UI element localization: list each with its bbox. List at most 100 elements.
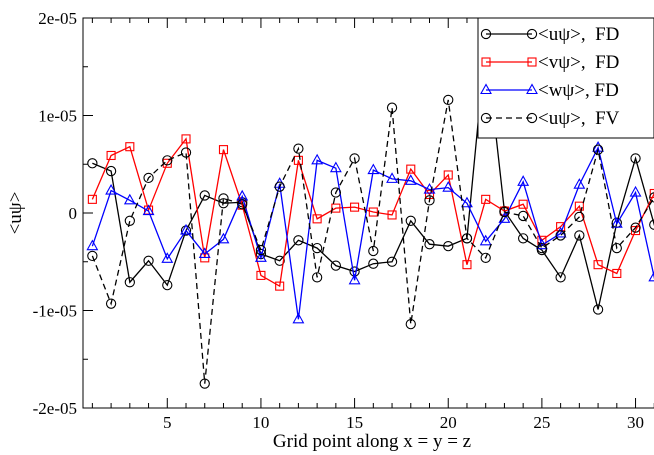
data-point [630,222,641,233]
data-point [386,172,398,183]
data-point [387,210,397,220]
data-point [406,164,416,174]
data-point [161,252,174,263]
data-point [348,273,361,285]
data-point [518,233,529,244]
data-point [199,190,210,201]
data-point [125,142,135,152]
data-point [105,183,118,195]
data-point [330,187,342,198]
data-point [518,210,529,222]
legend-label: <uψ>, FV [538,108,620,129]
data-point [574,230,585,241]
data-point [311,272,323,283]
data-point [218,193,229,204]
data-point [293,143,304,154]
data-point [368,207,378,217]
x-tick-label: 15 [346,413,363,432]
data-point [368,245,379,257]
data-point [424,239,435,250]
data-point [255,244,267,256]
data-point [293,155,303,165]
legend-marker [480,83,492,95]
data-point [593,260,603,270]
data-point [405,215,416,226]
data-point [461,196,473,208]
data-point [329,161,342,173]
x-tick-label: 25 [533,413,550,432]
data-point [199,378,210,389]
data-point [367,163,380,175]
data-point [442,181,455,192]
data-point [349,266,360,277]
data-point [555,230,566,241]
x-axis-title: Grid point along x = y = z [273,431,471,452]
data-point [86,239,99,251]
data-point [274,255,285,266]
data-point [180,147,192,158]
data-point [517,175,530,186]
legend-marker [481,57,491,67]
legend-marker [526,112,538,124]
y-tick-label: -1e-05 [33,302,77,321]
data-point [293,235,304,246]
legend-marker [480,28,492,40]
data-point [574,211,585,223]
data-point [649,219,654,230]
data-point [536,242,548,254]
data-point [610,217,623,228]
legend-marker [526,83,538,95]
data-point [124,215,135,226]
data-point [462,260,472,270]
data-point [312,214,322,224]
data-point [404,174,417,185]
data-point [123,193,136,205]
legend-label: <vψ>, FD [538,52,619,73]
data-point [611,242,622,254]
data-point [105,165,117,177]
data-point [142,204,155,216]
series-layer [86,38,654,389]
axis-layer: 5 10 15 20 25 30 -2e-05 -1e-05 0 1e-05 2e-05 [33,9,654,432]
legend-marker [526,28,538,40]
data-point [330,260,342,271]
data-point [612,268,622,279]
data-point [180,223,192,235]
data-point [143,172,154,184]
data-point [368,258,379,269]
data-point [292,312,305,324]
legend-entry: <wψ>, FD [480,80,619,101]
legend-entry: <vψ>, FD [481,52,619,73]
data-point [349,153,360,164]
data-point [256,270,266,280]
data-point [217,232,230,244]
series-4 [87,94,654,389]
data-point [499,206,510,218]
data-point [386,102,398,113]
data-point [574,201,584,211]
series-line [92,43,654,310]
series-3 [86,141,654,324]
data-point [592,144,604,155]
data-point [424,195,435,206]
x-tick-label: 30 [627,413,644,432]
y-axis-title: <uψ> [5,192,26,235]
data-point [405,318,416,330]
data-point [162,279,173,291]
y-tick-label: 1e-05 [38,107,77,126]
data-point [311,153,324,165]
data-point [274,181,285,192]
data-point [649,188,654,199]
x-tick-label: 10 [252,413,269,432]
data-point [198,247,211,259]
data-point [275,281,285,291]
data-point [162,155,173,166]
legend-marker [480,112,492,124]
data-point [87,250,98,262]
data-point [218,145,229,155]
data-point [106,150,116,161]
legend-entry: <uψ>, FV [480,108,620,129]
data-point [105,298,117,309]
data-point [386,256,398,267]
